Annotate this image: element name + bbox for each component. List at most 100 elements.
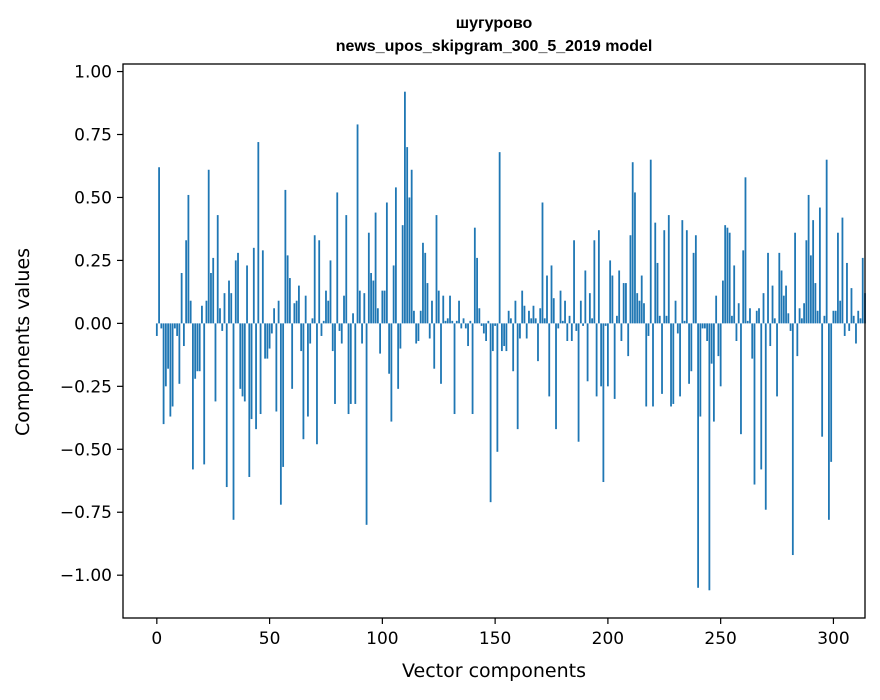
bar bbox=[496, 323, 499, 452]
bar bbox=[780, 270, 783, 324]
bar bbox=[352, 313, 354, 324]
bar bbox=[394, 187, 397, 324]
bar bbox=[697, 323, 699, 588]
bar bbox=[320, 323, 323, 336]
bar bbox=[559, 290, 562, 324]
y-tick-label: −0.25 bbox=[60, 377, 112, 397]
bar bbox=[437, 290, 440, 324]
bar bbox=[261, 250, 264, 324]
bar bbox=[176, 323, 179, 336]
bar bbox=[577, 323, 580, 442]
bar bbox=[850, 288, 853, 324]
bar bbox=[498, 152, 501, 324]
bar bbox=[848, 323, 851, 331]
bar bbox=[731, 315, 733, 324]
bar bbox=[419, 310, 422, 324]
bar bbox=[273, 308, 275, 324]
bar bbox=[178, 323, 181, 384]
bar bbox=[264, 323, 266, 359]
bar bbox=[164, 323, 167, 387]
x-axis-label: Vector components bbox=[402, 660, 586, 682]
bar bbox=[785, 285, 787, 324]
bars-group bbox=[155, 91, 866, 591]
bar bbox=[489, 323, 492, 503]
y-axis-label: Components values bbox=[12, 248, 34, 436]
bar bbox=[250, 323, 253, 420]
bar bbox=[843, 323, 846, 336]
bar bbox=[349, 323, 352, 404]
bar bbox=[214, 323, 217, 402]
bar bbox=[275, 323, 278, 412]
bar bbox=[422, 242, 424, 324]
bar bbox=[828, 323, 830, 520]
bar bbox=[372, 280, 375, 324]
bar bbox=[543, 318, 546, 324]
bar bbox=[609, 260, 612, 324]
bar bbox=[570, 323, 573, 341]
bar bbox=[606, 323, 609, 387]
bar bbox=[185, 240, 188, 324]
bar bbox=[625, 283, 627, 324]
y-tick-label: 1.00 bbox=[74, 63, 112, 83]
bar bbox=[582, 323, 584, 326]
bar bbox=[796, 323, 799, 357]
bar bbox=[413, 310, 415, 324]
bar bbox=[665, 315, 668, 324]
bar bbox=[300, 323, 303, 352]
bar bbox=[728, 232, 731, 324]
bar bbox=[751, 323, 754, 359]
bar bbox=[491, 323, 494, 352]
bar bbox=[471, 323, 474, 415]
bar bbox=[722, 280, 724, 324]
bar bbox=[859, 318, 862, 324]
bar bbox=[537, 323, 539, 362]
y-tick-label: 0.50 bbox=[74, 188, 112, 208]
bar bbox=[189, 300, 192, 324]
bar bbox=[246, 265, 248, 324]
bar bbox=[548, 323, 551, 397]
bar bbox=[789, 323, 792, 331]
bar bbox=[760, 323, 763, 470]
bar bbox=[654, 222, 657, 324]
bar bbox=[286, 255, 289, 324]
bar bbox=[519, 323, 521, 339]
bar bbox=[455, 320, 458, 324]
bar bbox=[753, 323, 756, 485]
bar bbox=[485, 323, 487, 341]
bar bbox=[334, 323, 336, 404]
bar bbox=[440, 323, 442, 384]
bar bbox=[839, 300, 842, 324]
bar bbox=[724, 225, 727, 324]
bar bbox=[408, 197, 411, 324]
bar bbox=[268, 323, 271, 349]
bar bbox=[379, 323, 381, 354]
bar bbox=[167, 323, 169, 369]
bar bbox=[426, 283, 429, 324]
bar bbox=[322, 320, 325, 324]
y-tick-label: −0.75 bbox=[60, 503, 112, 523]
bar bbox=[406, 147, 409, 324]
bar bbox=[279, 323, 282, 505]
bar bbox=[449, 295, 451, 324]
bar bbox=[232, 323, 235, 520]
bar bbox=[180, 273, 183, 324]
bar bbox=[555, 323, 557, 430]
bar bbox=[832, 310, 835, 324]
bar bbox=[794, 232, 796, 324]
bar bbox=[638, 300, 641, 324]
bar bbox=[160, 323, 163, 329]
bar bbox=[710, 323, 713, 364]
bar bbox=[354, 323, 357, 404]
bar bbox=[288, 278, 291, 324]
bar bbox=[500, 323, 503, 352]
bar bbox=[557, 323, 560, 329]
bar bbox=[243, 323, 246, 402]
bar bbox=[482, 323, 485, 334]
bar bbox=[201, 305, 203, 324]
bar bbox=[473, 227, 476, 324]
bar bbox=[715, 295, 718, 324]
bar bbox=[561, 320, 564, 324]
bar bbox=[234, 260, 237, 324]
bar bbox=[257, 142, 260, 324]
